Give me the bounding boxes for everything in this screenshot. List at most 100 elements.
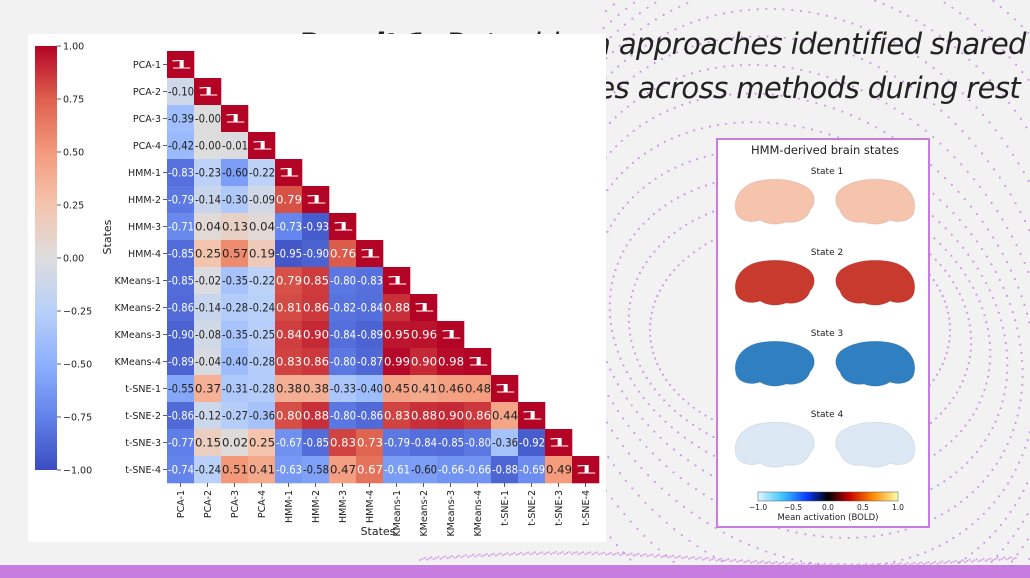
decor-dot — [868, 29, 871, 32]
brain-right-hemisphere — [835, 259, 916, 306]
y-tick-label: t-SNE-2 — [125, 411, 161, 422]
decor-dot — [865, 562, 868, 565]
decor-dot — [945, 351, 948, 354]
decor-dot — [932, 67, 935, 70]
heatmap-cell-value: 1 — [411, 301, 437, 315]
decor-dot — [844, 563, 847, 565]
heatmap-cell — [221, 186, 249, 214]
decor-dot — [885, 102, 888, 105]
x-tick-label: PCA-4 — [257, 490, 268, 518]
heatmap-cell-value: 0.41 — [411, 382, 437, 396]
decor-dot — [961, 380, 964, 383]
decor-dot — [811, 128, 814, 131]
decor-dot — [625, 7, 628, 10]
heatmap-cell-value: -0.84 — [357, 301, 383, 315]
decor-dot — [658, 515, 661, 518]
decor-dot — [959, 385, 962, 388]
decor-dot — [421, 557, 424, 560]
decor-dot — [630, 552, 633, 555]
decor-dot — [650, 541, 653, 544]
decor-dot — [938, 561, 941, 564]
heatmap-cell — [491, 402, 519, 430]
decor-dot — [765, 7, 768, 10]
decor-dot — [883, 130, 886, 134]
heatmap-cell — [194, 267, 222, 295]
heatmap-cell — [302, 294, 330, 322]
decor-dot — [966, 560, 969, 562]
decor-dot — [708, 125, 712, 128]
decor-dot — [990, 201, 993, 204]
decor-dot — [931, 29, 934, 32]
heatmap-cell-value: 0.90 — [411, 355, 437, 369]
decor-dot — [955, 435, 958, 438]
heatmap-cell — [383, 321, 411, 349]
decor-dot — [959, 560, 962, 563]
heatmap-cell — [248, 321, 276, 349]
decor-dot — [947, 509, 950, 512]
decor-dot — [756, 547, 759, 550]
decor-dot — [804, 533, 807, 536]
decor-dot — [902, 80, 905, 83]
activation-colorbar-tick: 1.0 — [892, 503, 904, 512]
decor-dot — [642, 370, 645, 373]
heatmap-cell-value: -0.80 — [465, 436, 491, 450]
decor-dot — [1016, 327, 1019, 330]
heatmap-cell — [437, 429, 465, 457]
decor-dot — [858, 563, 861, 565]
decor-dot — [619, 256, 622, 259]
decor-dot — [774, 64, 777, 68]
decor-dot — [658, 393, 661, 397]
heatmap-cell-value: -0.71 — [168, 220, 194, 234]
decor-dot — [982, 557, 985, 560]
heatmap-cell — [464, 348, 492, 376]
heatmap-cell — [572, 456, 600, 484]
decor-dot — [977, 560, 980, 563]
heatmap-cell-value: -0.80 — [330, 274, 356, 288]
heatmap-cell-value: -0.77 — [168, 436, 194, 450]
decor-dot — [620, 110, 623, 113]
decor-dot — [614, 116, 617, 119]
decor-dot — [954, 559, 957, 562]
decor-dot — [670, 426, 673, 429]
decor-dot — [933, 237, 936, 240]
decor-dot — [980, 247, 984, 251]
decor-dot — [1027, 31, 1030, 34]
decor-dot — [981, 152, 984, 155]
heatmap-cell-value: 0.86 — [303, 355, 329, 369]
decor-dot — [620, 171, 624, 175]
decor-dot — [800, 563, 803, 566]
decor-dot — [739, 540, 742, 543]
heatmap-cell — [356, 240, 384, 268]
heatmap-cell — [248, 456, 276, 484]
decor-dot — [646, 555, 649, 558]
decor-dot — [941, 560, 944, 563]
decor-dot — [934, 560, 937, 563]
decor-dot — [768, 560, 771, 563]
decor-dot — [1005, 558, 1008, 561]
heatmap-cell-value: 0.88 — [384, 301, 410, 315]
decor-dot — [712, 182, 715, 185]
decor-dot — [980, 559, 983, 562]
decor-dot — [1012, 558, 1015, 560]
decor-dot — [681, 163, 684, 166]
heatmap-cell-value: -0.84 — [411, 436, 437, 450]
heatmap-cell — [194, 78, 222, 106]
decor-dot — [609, 20, 613, 23]
decor-dot — [636, 358, 639, 361]
decor-dot — [839, 536, 842, 539]
heatmap-cell-value: 1 — [276, 166, 302, 180]
decor-dot — [983, 541, 986, 544]
decor-dot — [929, 421, 933, 424]
heatmap-cell — [167, 321, 195, 349]
decor-dot — [998, 558, 1001, 561]
heatmap-cell-value: -0.85 — [168, 247, 194, 261]
decor-dot — [947, 311, 950, 314]
decor-dot — [686, 2, 689, 5]
decor-dot — [959, 12, 962, 15]
decor-dot — [692, 406, 696, 409]
heatmap-cell-value: -0.63 — [276, 463, 302, 477]
decor-dot — [901, 45, 904, 49]
heatmap-cell — [356, 321, 384, 349]
decor-dot — [932, 192, 935, 195]
decor-dot — [637, 552, 640, 555]
